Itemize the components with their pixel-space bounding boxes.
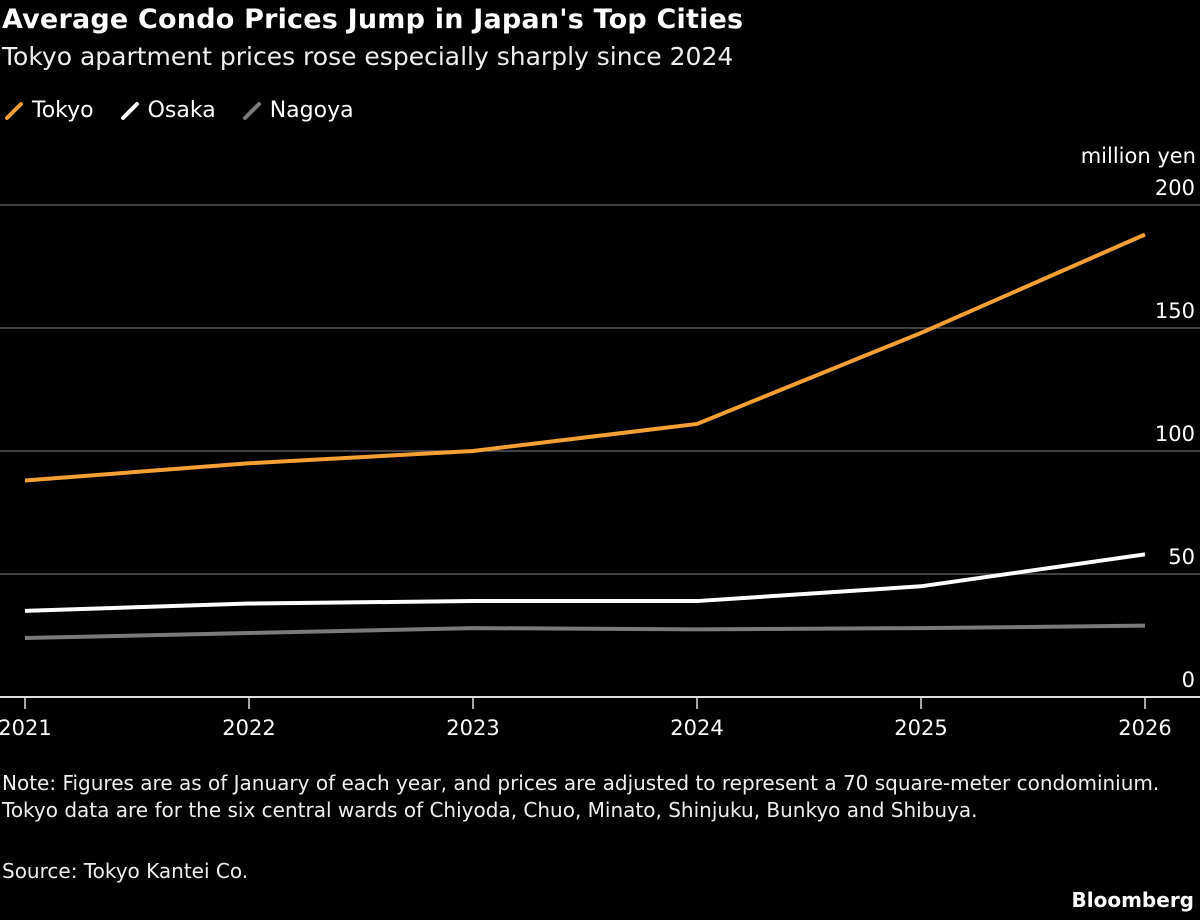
chart-source: Source: Tokyo Kantei Co. bbox=[2, 859, 249, 883]
legend-label: Tokyo bbox=[32, 98, 94, 123]
chart-note: Note: Figures are as of January of each … bbox=[2, 771, 1160, 822]
x-tick-label: 2024 bbox=[670, 716, 723, 740]
y-axis-unit: million yen bbox=[1080, 144, 1196, 168]
bloomberg-logo: Bloomberg bbox=[1071, 888, 1194, 912]
y-tick-label: 100 bbox=[1155, 422, 1195, 446]
series-line-tokyo bbox=[24, 232, 1146, 483]
y-tick-label: 50 bbox=[1168, 545, 1195, 569]
legend-label: Osaka bbox=[147, 98, 216, 123]
series-line-osaka bbox=[24, 552, 1146, 613]
chart-subtitle: Tokyo apartment prices rose especially s… bbox=[2, 42, 734, 71]
legend-item-tokyo: Tokyo bbox=[4, 98, 94, 123]
line-chart: 0 50 100 150 200 2021 2022 2023 2024 2025 2026 bbox=[0, 176, 1200, 740]
series-line-nagoya bbox=[24, 623, 1146, 640]
x-tick-label: 2022 bbox=[222, 716, 275, 740]
y-tick-label: 0 bbox=[1182, 668, 1195, 692]
x-tick-label: 2021 bbox=[0, 716, 52, 740]
legend-swatch-icon bbox=[242, 101, 261, 120]
legend-item-nagoya: Nagoya bbox=[242, 98, 354, 123]
legend-swatch-icon bbox=[5, 101, 23, 120]
chart-title: Average Condo Prices Jump in Japan's Top… bbox=[2, 4, 744, 35]
x-tick-label: 2025 bbox=[894, 716, 947, 740]
x-tick-label: 2026 bbox=[1118, 716, 1171, 740]
legend-item-osaka: Osaka bbox=[120, 98, 216, 123]
x-tick-label: 2023 bbox=[446, 716, 499, 740]
y-tick-label: 150 bbox=[1155, 299, 1195, 323]
legend-swatch-icon bbox=[120, 101, 139, 120]
legend: Tokyo Osaka Nagoya bbox=[4, 98, 354, 123]
legend-label: Nagoya bbox=[269, 98, 354, 123]
y-tick-label: 200 bbox=[1155, 176, 1195, 200]
